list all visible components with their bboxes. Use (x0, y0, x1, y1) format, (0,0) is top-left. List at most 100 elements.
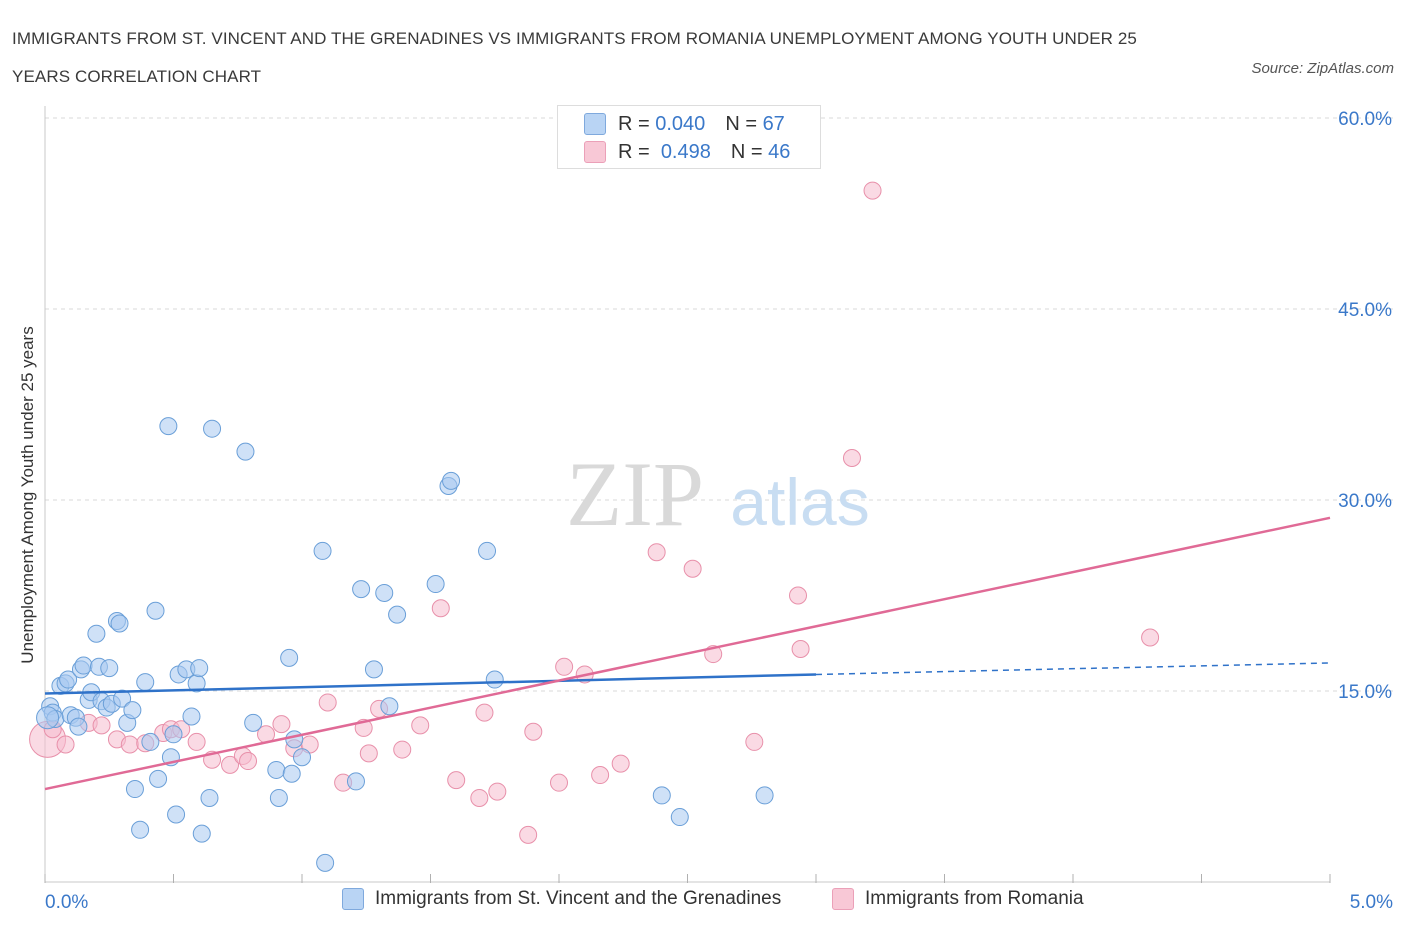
romania-point (221, 755, 240, 774)
romania-point (842, 448, 861, 467)
romania-point (56, 735, 75, 754)
romania-point (550, 773, 568, 792)
stvincent-point (110, 614, 129, 633)
legend-n-label: N = (730, 140, 763, 163)
stvincent-point (267, 760, 286, 779)
romania-point (187, 732, 206, 751)
legend-n-value: 46 (768, 140, 791, 163)
y-tick-label: 30.0% (1338, 491, 1392, 512)
romania-point (431, 599, 450, 618)
stvincent-point (388, 605, 407, 624)
y-tick-label: 45.0% (1338, 300, 1392, 321)
stvincent-point (280, 648, 299, 667)
stvincent-point (652, 786, 671, 805)
stats-legend: R = 0.040 N = 67 R = 0.498 N = 46 (557, 105, 821, 169)
stvincent-point (146, 601, 165, 620)
stvincent-point (442, 471, 461, 490)
stvincent-point (285, 730, 304, 749)
stvincent-point (352, 580, 371, 599)
romania-point (239, 752, 258, 771)
romania-point (789, 586, 808, 605)
chart-title: IMMIGRANTS FROM ST. VINCENT AND THE GREN… (12, 29, 1137, 86)
grid-lines (45, 117, 1393, 692)
stvincent-point (380, 697, 399, 716)
stvincent-point (244, 713, 263, 732)
stvincent-point (164, 725, 183, 744)
romania-point (447, 771, 466, 790)
series-stvincent-points (36, 417, 774, 872)
romania-point (272, 715, 291, 734)
stvincent-point (364, 660, 383, 679)
romania-point (120, 735, 139, 754)
romania-point (555, 657, 574, 676)
stvincent-point (74, 656, 93, 675)
stvincent-point (87, 624, 106, 643)
romania-point (611, 754, 630, 773)
romania-point (318, 693, 337, 712)
romania-point (393, 740, 412, 759)
trend-lines (44, 516, 1331, 791)
stvincent-point (123, 701, 142, 720)
romania-point (475, 703, 494, 722)
x-tick-label: 0.0% (45, 892, 88, 913)
legend-r-value: 0.498 (660, 140, 711, 163)
stvincent-point (69, 717, 88, 736)
watermark-zip: ZIP (566, 443, 704, 545)
stvincent-point (316, 853, 335, 872)
bottom-legend-swatch-romania (832, 888, 854, 910)
stvincent-point (182, 707, 201, 726)
romania-point (470, 788, 489, 807)
stvincent-point (59, 670, 78, 689)
stvincent-point (670, 808, 689, 827)
romania-point (791, 639, 810, 658)
y-tick-label: 60.0% (1338, 109, 1392, 130)
legend-n-value: 67 (762, 112, 785, 135)
stvincent-point (755, 786, 774, 805)
stvincent-point (313, 541, 332, 560)
stvincent-point (375, 583, 394, 602)
romania-point (863, 181, 882, 200)
bottom-legend-swatch-stvincent (342, 888, 364, 910)
stvincent-point (149, 769, 168, 788)
romania-point (524, 722, 543, 741)
stvincent-point (136, 673, 155, 692)
stvincent-point (36, 706, 60, 730)
stvincent-point (236, 442, 255, 461)
legend-r-label: R = (618, 112, 650, 135)
stvincent-point (426, 575, 445, 594)
stvincent-point (478, 541, 497, 560)
stvincent-point (190, 659, 209, 678)
stvincent-point (113, 689, 132, 708)
stvincent-point (293, 748, 311, 767)
romania-point (745, 732, 764, 751)
stvincent-point (269, 788, 288, 807)
legend-row-stvincent: R = 0.040 N = 67 (584, 111, 785, 137)
romania-point (488, 782, 507, 801)
legend-swatch-romania (584, 141, 606, 163)
bottom-legend: Immigrants from St. Vincent and the Gren… (0, 888, 1406, 918)
stvincent-point (100, 659, 119, 678)
series-romania-points (29, 181, 1160, 844)
legend-r-label: R = (618, 140, 650, 163)
stvincent-point (141, 732, 160, 751)
stvincent-point (282, 764, 301, 783)
romania-point (411, 716, 430, 735)
y-tick-label: 15.0% (1338, 682, 1392, 703)
bottom-legend-label-stvincent: Immigrants from St. Vincent and the Gren… (375, 888, 782, 909)
watermark-atlas: atlas (730, 465, 869, 539)
trend-line-stvincent-projection (815, 662, 1331, 676)
legend-r-value: 0.040 (655, 112, 706, 135)
bottom-legend-stvincent: Immigrants from St. Vincent and the Gren… (342, 888, 781, 910)
stvincent-point (192, 824, 211, 843)
source-label: Source: ZipAtlas.com (1251, 60, 1394, 77)
legend-n-label: N = (725, 112, 757, 135)
stvincent-point (203, 419, 222, 438)
stvincent-point (131, 820, 150, 839)
stvincent-point (346, 772, 365, 791)
bottom-legend-label-romania: Immigrants from Romania (865, 888, 1084, 909)
romania-point (647, 543, 666, 562)
romania-point (519, 825, 538, 844)
y-axis-label: Unemployment Among Youth under 25 years (18, 326, 37, 664)
tick-labels: 15.0% 30.0% 45.0% 60.0% 0.0% 5.0% (45, 109, 1393, 913)
